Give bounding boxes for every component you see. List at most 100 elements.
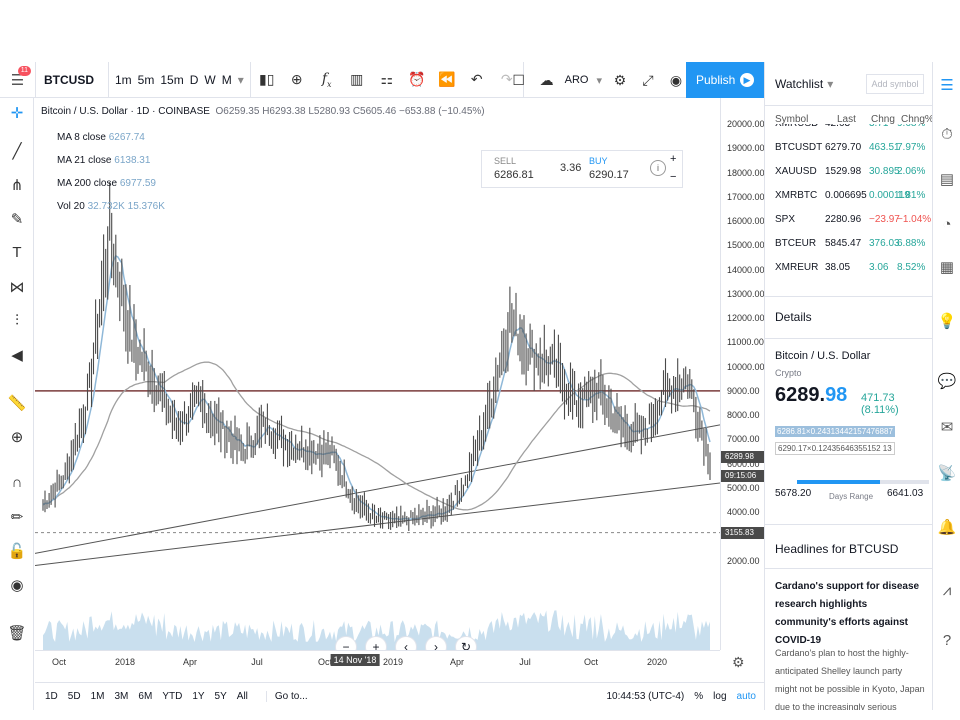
- price-candles[interactable]: [42, 182, 711, 531]
- watchlist-row-xmrusd[interactable]: XMRUSD 42.63 3.71 9.68%: [765, 124, 932, 136]
- indicator-ma8[interactable]: MA 8 close 6267.74: [57, 132, 145, 143]
- watchlist-row-xauusd[interactable]: XAUUSD 1529.98 30.895 2.06%: [765, 160, 932, 184]
- templates-icon[interactable]: ⚏: [380, 71, 393, 87]
- reset-chart-button[interactable]: ↻: [455, 636, 477, 650]
- candles-icon[interactable]: ▮▯: [259, 71, 275, 87]
- pitchfork-icon[interactable]: ⋔: [10, 177, 24, 194]
- eye-icon[interactable]: ◉: [10, 577, 24, 594]
- scroll-right-button[interactable]: ›: [425, 636, 447, 650]
- col-symbol[interactable]: Symbol: [775, 114, 809, 125]
- hotlist-icon[interactable]: ◔: [942, 216, 952, 233]
- main-menu-button[interactable]: ☰ 11: [0, 61, 36, 98]
- zoom-in-icon[interactable]: ⊕: [10, 429, 24, 446]
- text-icon[interactable]: T: [12, 244, 22, 261]
- auto-toggle[interactable]: auto: [736, 691, 756, 702]
- interval-w[interactable]: W: [204, 72, 216, 87]
- ruler-icon[interactable]: 📏: [7, 395, 27, 412]
- lock-icon[interactable]: 🔓: [7, 543, 27, 560]
- range-1y[interactable]: 1Y: [192, 691, 205, 702]
- watchlist-icon[interactable]: ☰: [940, 77, 954, 94]
- settings-gear-icon[interactable]: ⚙: [613, 71, 627, 88]
- trendline-icon[interactable]: ╱: [12, 143, 22, 160]
- indicators-icon[interactable]: fx: [321, 70, 332, 89]
- interval-dropdown-icon[interactable]: ▾: [237, 72, 244, 87]
- watchlist-row-xmreur[interactable]: XMREUR 38.05 3.06 8.52%: [765, 256, 932, 280]
- chat-icon[interactable]: 💬: [937, 373, 957, 390]
- watchlist-row-spx[interactable]: SPX 2280.96 −23.97 −1.04%: [765, 208, 932, 232]
- range-3m[interactable]: 3M: [114, 691, 129, 702]
- chart-canvas[interactable]: [35, 98, 720, 650]
- trash-icon[interactable]: 🗑: [7, 625, 27, 642]
- order-panel-icon[interactable]: ⩘: [942, 582, 952, 599]
- range-5d[interactable]: 5D: [67, 691, 81, 702]
- buy-label[interactable]: BUY: [589, 156, 608, 166]
- headlines-title[interactable]: Headlines for BTCUSD: [775, 542, 899, 556]
- sell-price[interactable]: 6286.81: [494, 169, 534, 181]
- trade-plus-button[interactable]: +: [670, 153, 677, 165]
- help-icon[interactable]: ?: [942, 632, 952, 649]
- add-symbol-input[interactable]: Add symbol: [866, 74, 924, 94]
- trend-line[interactable]: [35, 482, 720, 566]
- back-arrow-icon[interactable]: ◀: [11, 347, 23, 364]
- news-summary[interactable]: Cardano's plan to host the highly-antici…: [775, 648, 925, 710]
- financials-icon[interactable]: ▥: [350, 71, 364, 87]
- info-icon[interactable]: i: [650, 160, 666, 176]
- clock-display[interactable]: 10:44:53 (UTC-4): [606, 691, 685, 702]
- ma200-line[interactable]: [42, 361, 711, 511]
- news-headline[interactable]: Cardano's support for disease research h…: [775, 581, 920, 646]
- fullscreen-icon[interactable]: ⤢: [642, 71, 654, 88]
- buy-price[interactable]: 6290.17: [589, 169, 629, 181]
- trend-line[interactable]: [35, 424, 720, 554]
- publish-button[interactable]: Publish ▶: [686, 62, 764, 98]
- replay-icon[interactable]: ⏪: [438, 71, 456, 87]
- symbol-search-button[interactable]: BTCUSD: [36, 61, 109, 98]
- ideas-bulb-icon[interactable]: 💡: [937, 313, 957, 330]
- redo-icon[interactable]: ↷: [500, 71, 513, 87]
- layout-dropdown-icon[interactable]: ▾: [596, 74, 602, 87]
- interval-d[interactable]: D: [189, 72, 199, 87]
- range-1m[interactable]: 1M: [90, 691, 105, 702]
- axis-settings-gear-icon[interactable]: ⚙: [732, 654, 745, 670]
- layout-icon[interactable]: ☐: [512, 71, 525, 88]
- cloud-save-icon[interactable]: ☁: [539, 71, 554, 88]
- alert-icon[interactable]: ⏰: [408, 71, 426, 87]
- range-ytd[interactable]: YTD: [162, 691, 183, 702]
- messages-icon[interactable]: ✉: [940, 419, 954, 436]
- compare-add-icon[interactable]: ⊕: [290, 71, 303, 87]
- camera-icon[interactable]: ◉: [669, 71, 683, 88]
- calendar-icon[interactable]: ▦: [939, 259, 955, 276]
- zoom-out-button[interactable]: −: [335, 636, 357, 650]
- lock-drawing-icon[interactable]: ✏: [10, 509, 24, 526]
- indicator-volume[interactable]: Vol 20 32.732K 15.376K: [57, 201, 165, 212]
- indicator-ma200[interactable]: MA 200 close 6977.59: [57, 178, 156, 189]
- col-last[interactable]: Last: [837, 114, 856, 125]
- interval-1m[interactable]: 1m: [115, 72, 132, 87]
- range-all[interactable]: All: [236, 691, 248, 702]
- price-chart[interactable]: Bitcoin / U.S. Dollar · 1D · COINBASE O6…: [35, 98, 720, 650]
- interval-5m[interactable]: 5m: [137, 72, 155, 87]
- time-axis[interactable]: Oct 2018 Apr Jul Oct 14 Nov '18 2019 Apr Jul Oct 2…: [35, 650, 720, 670]
- notifications-bell-icon[interactable]: 🔔: [937, 519, 957, 536]
- col-chngp[interactable]: Chng%: [901, 114, 932, 125]
- price-axis[interactable]: 20000.00 19000.00 18000.00 17000.00 16000.00…: [720, 98, 765, 650]
- watchlist-title[interactable]: Watchlist: [775, 76, 824, 91]
- brush-icon[interactable]: ✎: [10, 211, 24, 228]
- scroll-left-button[interactable]: ‹: [395, 636, 417, 650]
- range-5y[interactable]: 5Y: [214, 691, 227, 702]
- data-window-icon[interactable]: ▤: [939, 171, 955, 188]
- watchlist-dropdown-icon[interactable]: ▾: [827, 76, 834, 91]
- watchlist-row-btceur[interactable]: BTCEUR 5845.47 376.03 6.88%: [765, 232, 932, 256]
- magnet-icon[interactable]: ∩: [11, 474, 23, 491]
- interval-15m[interactable]: 15m: [160, 72, 184, 87]
- streams-icon[interactable]: 📡: [937, 465, 957, 482]
- log-toggle[interactable]: log: [713, 691, 727, 702]
- watchlist-row-btcusdt[interactable]: BTCUSDT 6279.70 463.51 7.97%: [765, 136, 932, 160]
- alerts-clock-icon[interactable]: ⏱: [941, 126, 953, 143]
- crosshair-icon[interactable]: ✛: [10, 105, 24, 122]
- zoom-in-button[interactable]: +: [365, 636, 387, 650]
- ma21-line[interactable]: [42, 254, 711, 521]
- trade-minus-button[interactable]: −: [670, 171, 677, 183]
- forecast-icon[interactable]: ⫶: [15, 312, 19, 329]
- undo-icon[interactable]: ↶: [470, 71, 483, 87]
- sell-label[interactable]: SELL: [494, 156, 517, 166]
